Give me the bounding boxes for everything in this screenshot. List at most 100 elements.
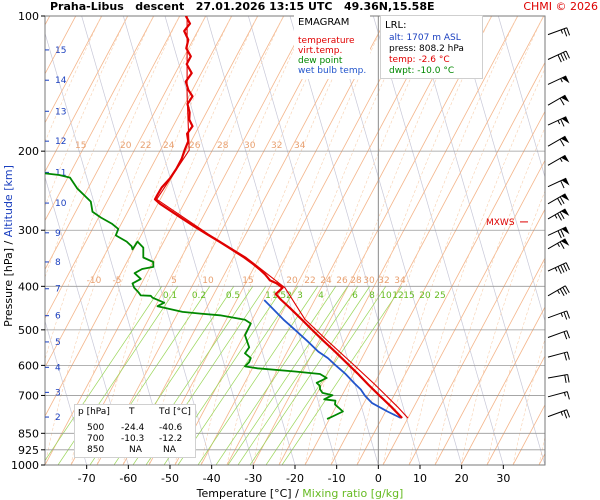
wind-barb-staff: [547, 310, 567, 319]
moist-adiabat-line: [538, 435, 545, 465]
wind-barb-pennant: [560, 95, 570, 103]
x-axis-tick-label: -10: [328, 472, 346, 485]
wind-barb-flag: [566, 310, 570, 319]
dry-adiabat-line: [460, 306, 545, 465]
wind-barb-flag: [563, 28, 568, 37]
moist-adiabat-line: [460, 190, 545, 465]
wind-barb: [547, 226, 570, 239]
mixing-ratio-label: 15: [403, 291, 414, 301]
dry-adiabat-line: [45, 16, 103, 124]
theta-label: -10: [87, 276, 102, 286]
moist-adiabat-line: [565, 0, 600, 465]
dry-adiabat-line: [45, 16, 207, 320]
mixing-ratio-line: [227, 285, 349, 465]
altitude-tick-label: 15: [55, 46, 66, 56]
table-row-3-t: NA: [129, 445, 142, 455]
wind-barb-pennant: [560, 136, 570, 144]
mixing-ratio-label: 1: [265, 291, 271, 301]
moist-adiabat-line: [512, 338, 545, 465]
wind-barb-staff: [547, 50, 567, 60]
wind-barb: [547, 177, 570, 189]
wind-barb-flag: [562, 287, 568, 295]
wind-barb-flag: [559, 241, 565, 249]
y-axis-tick-label: 300: [18, 224, 39, 237]
wind-barb-staff: [547, 351, 568, 358]
y-axis-tick-label: 200: [18, 145, 39, 158]
isotherm-line: [372, 16, 504, 465]
dry-adiabat-line: [45, 16, 233, 369]
mxws-label: MXWS: [486, 218, 515, 228]
wind-barb-staff: [547, 409, 567, 418]
altitude-tick-label: 5: [55, 338, 61, 348]
y-axis-tick-label: 850: [18, 427, 39, 440]
dry-adiabat-line: [278, 16, 519, 465]
wind-barb-staff: [547, 135, 566, 147]
wind-barb-flag: [563, 352, 567, 361]
mixing-ratio-label: 6: [352, 291, 358, 301]
wind-barb-flag: [566, 330, 570, 339]
wind-barb-flag: [566, 409, 570, 418]
dry-adiabat-line: [45, 16, 129, 173]
moist-adiabat-line: [304, 16, 466, 465]
wind-barb-pennant: [560, 155, 570, 163]
table-row-2-p: 700: [87, 434, 105, 444]
lrl-pressure: press: 808.2 hPa: [389, 44, 464, 54]
mixing-ratio-label: 2: [286, 291, 292, 301]
mixing-ratio-label: 0.5: [226, 291, 240, 301]
lrl-temperature: temp: -2.6 °C: [389, 55, 450, 65]
dry-adiabat-line: [565, 0, 600, 465]
wind-barb-staff: [547, 154, 566, 166]
mixing-ratio-label: 0.1: [163, 291, 177, 301]
wind-barb-flag: [559, 211, 565, 220]
x-axis-label: Temperature [°C] / Mixing ratio [g/kg]: [196, 487, 404, 500]
theta-label: 34: [394, 276, 406, 286]
legend-item-temperature: temperature: [298, 36, 355, 46]
y-axis-label-separator: /: [2, 237, 15, 244]
wind-barb-staff: [547, 177, 567, 188]
isotherm-line: [122, 16, 254, 465]
wind-barb: [547, 409, 570, 419]
wind-barb-flag: [567, 374, 570, 383]
mixing-ratio-label: 3: [297, 291, 303, 301]
theta-label: 34: [294, 141, 306, 151]
dry-adiabat-line: [486, 355, 545, 465]
dry-adiabat-line: [304, 16, 545, 465]
station-coordinates: 49.36N,15.58E: [344, 0, 435, 13]
isotherm-line: [289, 16, 421, 465]
altitude-tick-label: 13: [55, 107, 66, 117]
legend-item-virt-temp: virt.temp.: [298, 46, 343, 56]
wind-barb: [547, 262, 570, 274]
wind-barb: [547, 94, 570, 106]
wind-barb-pennant: [561, 226, 570, 235]
dry-adiabat-line: [434, 257, 545, 465]
theta-label: 24: [320, 276, 332, 286]
moist-adiabat-line: [45, 16, 180, 361]
mixing-ratio-line: [281, 285, 403, 465]
y-axis-label-pressure: Pressure [hPa]: [2, 244, 15, 326]
wind-barb-staff: [547, 285, 566, 297]
y-axis-tick-label: 700: [18, 389, 39, 402]
wind-barb-flag: [560, 229, 565, 237]
summary-table: p [hPa] T Td [°C] 500 -24.4 -40.6 700 -1…: [74, 404, 196, 458]
wind-barb-staff: [547, 262, 567, 272]
wind-barb-flag: [566, 27, 570, 36]
mixing-ratio-label: 0.2: [192, 291, 206, 301]
table-header-temp: T: [129, 407, 135, 417]
series-temperature-line: [153, 16, 403, 419]
wind-barb-pennant: [561, 75, 570, 84]
wind-barb-flag: [562, 263, 568, 272]
wind-barb-staff: [547, 116, 567, 126]
altitude-tick-label: 11: [55, 168, 66, 178]
moist-adiabat-line: [434, 126, 545, 465]
mixing-ratio-line: [45, 285, 163, 462]
y-axis-tick-label: 600: [18, 359, 39, 372]
table-header-pressure: p [hPa]: [78, 407, 110, 417]
theta-label: 30: [244, 141, 256, 151]
wind-barb-staff: [547, 94, 566, 106]
altitude-tick-label: 12: [55, 137, 66, 147]
theta-label: 15: [242, 276, 253, 286]
wind-barb-flag: [560, 264, 565, 273]
altitude-tick-label: 3: [55, 388, 61, 398]
moist-adiabat-line: [356, 16, 518, 465]
